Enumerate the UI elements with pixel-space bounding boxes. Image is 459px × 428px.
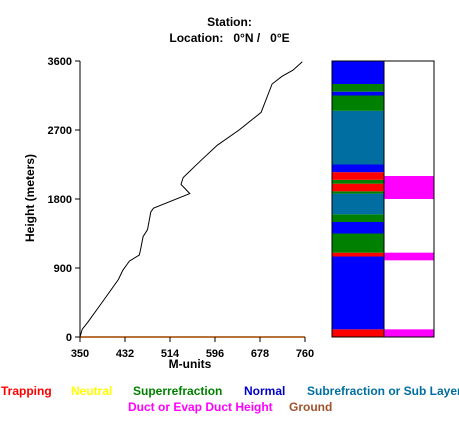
duct-band: [384, 329, 434, 337]
layer-band: [332, 191, 384, 194]
duct-band: [384, 252, 434, 261]
x-axis-label: M-units: [169, 357, 212, 371]
legend-item: Duct or Evap Duct Height: [128, 400, 273, 414]
y-tick-label: 0: [66, 332, 72, 344]
chart-header: Station: Location: 0°N / 0°E: [0, 14, 459, 46]
layer-band: [332, 164, 384, 173]
m-unit-profile: [79, 61, 303, 338]
layer-band: [332, 61, 384, 84]
x-tick-label: 596: [206, 348, 224, 360]
panel-border: [331, 60, 435, 338]
layer-band: [332, 329, 384, 337]
x-tick-label: 760: [296, 348, 314, 360]
layer-band: [332, 91, 384, 96]
layer-band: [332, 183, 384, 192]
x-tick-label: 514: [161, 348, 180, 360]
layer-band: [332, 233, 384, 253]
layer-band: [332, 256, 384, 330]
legend-item: Normal: [244, 384, 286, 398]
y-tick-label: 900: [54, 263, 72, 275]
layer-band: [332, 172, 384, 180]
layer-band: [332, 252, 384, 257]
legend-item: Superrefraction: [133, 384, 223, 398]
y-tick-label: 3600: [48, 56, 72, 68]
axis-ticks: 350 432 514 596 678 760 0 900 1800 2700 3600: [48, 56, 315, 360]
legend-item: Subrefraction or Sub Layer: [307, 384, 459, 398]
x-tick-label: 432: [116, 348, 134, 360]
layer-band: [332, 193, 384, 215]
legend-item: Neutral: [71, 384, 113, 398]
legend-item: Trapping: [1, 384, 52, 398]
series-line: [79, 61, 303, 338]
plot-axes: [79, 61, 305, 338]
layer-band: [332, 84, 384, 92]
y-tick-label: 2700: [48, 125, 72, 137]
layer-band: [332, 214, 384, 222]
y-axis-label: Height (meters): [23, 154, 37, 242]
x-tick-label: 350: [71, 348, 89, 360]
layer-band: [332, 95, 384, 111]
layer-band: [332, 110, 384, 165]
refractivity-layer-panel: [331, 60, 435, 338]
y-tick-label: 1800: [48, 194, 72, 206]
layer-band: [332, 179, 384, 184]
location-title: Location: 0°N / 0°E: [169, 31, 290, 45]
layer-band: [332, 222, 384, 234]
legend-item: Ground: [289, 400, 333, 414]
duct-band: [384, 176, 434, 199]
x-tick-label: 678: [251, 348, 269, 360]
station-title: Station:: [207, 15, 252, 29]
